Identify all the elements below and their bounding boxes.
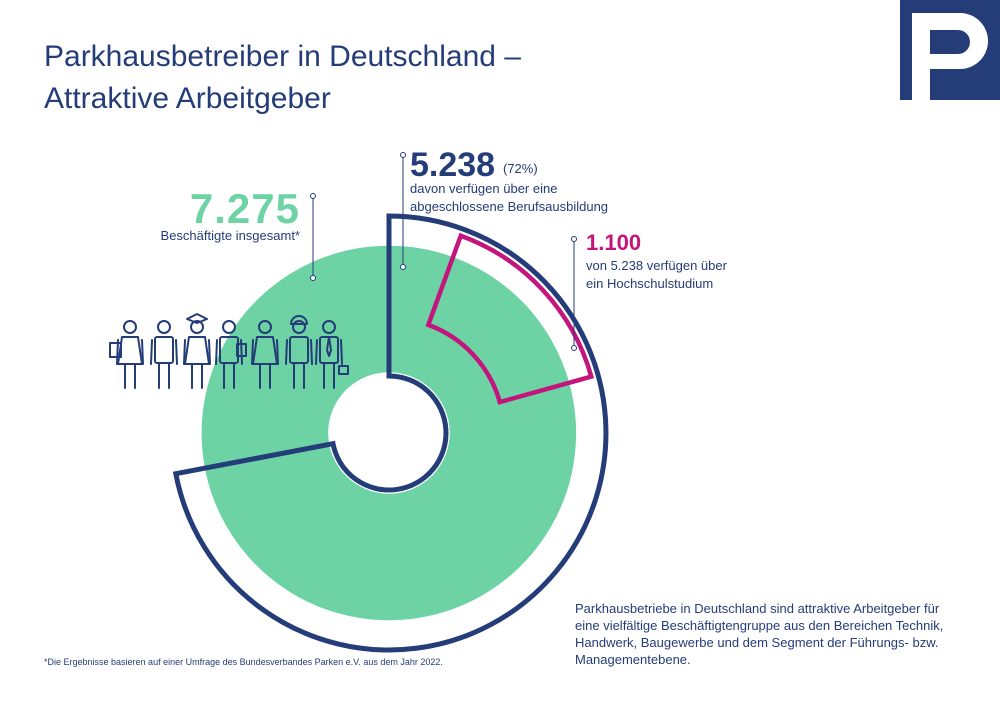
chart-slice-total: [200, 244, 578, 622]
graduate-icon: [183, 313, 211, 389]
callout-total-leader: [310, 193, 316, 281]
stat-trained-label: davon verfügen über eine abgeschlossene …: [410, 180, 608, 216]
stat-university-value: 1.100: [586, 230, 642, 255]
title-line-2: Attraktive Arbeitgeber: [44, 82, 331, 115]
employee-icons: [109, 313, 349, 389]
callout-university-leader: [571, 236, 577, 351]
businessman-icon: [315, 320, 349, 389]
worker-clipboard-icon: [109, 320, 144, 389]
stat-trained-percent: (72%): [503, 161, 538, 176]
stat-total-label: Beschäftigte insgesamt*: [160, 228, 300, 243]
woman-icon: [251, 320, 279, 389]
stat-university-label-line-1: von 5.238 verfügen über: [586, 258, 727, 273]
title-line-1: Parkhausbetreiber in Deutschland –: [44, 40, 521, 73]
page-title: Parkhausbetreiber in Deutschland – Attra…: [44, 36, 521, 120]
stat-university-label: von 5.238 verfügen über ein Hochschulstu…: [586, 257, 727, 293]
footnote: *Die Ergebnisse basieren auf einer Umfra…: [44, 657, 443, 667]
worker-tablet-icon: [215, 320, 247, 389]
parken-logo: [900, 0, 1000, 100]
chart-slice-university: [425, 232, 595, 405]
stat-university-label-line-2: ein Hochschulstudium: [586, 276, 714, 291]
hardhat-worker-icon: [285, 315, 313, 389]
description-line-1: Parkhausbetriebe in Deutschland sind att…: [575, 601, 940, 616]
stat-trained-label-line-2: abgeschlossene Berufsausbildung: [410, 199, 609, 214]
description-text: Parkhausbetriebe in Deutschland sind att…: [575, 600, 975, 668]
description-line-3: Handwerk, Baugewerbe und dem Segment der…: [575, 635, 939, 650]
description-line-2: eine vielfältige Beschäftigtengruppe aus…: [575, 618, 944, 633]
chart-slice-trained: [172, 213, 609, 653]
stat-trained-label-line-1: davon verfügen über eine: [410, 181, 558, 196]
worker-icon: [150, 320, 178, 389]
stat-trained-value: 5.238: [410, 146, 496, 184]
stat-total-value: 7.275: [189, 185, 300, 232]
callout-trained-leader: [400, 152, 406, 270]
description-line-4: Managementebene.: [575, 652, 691, 667]
